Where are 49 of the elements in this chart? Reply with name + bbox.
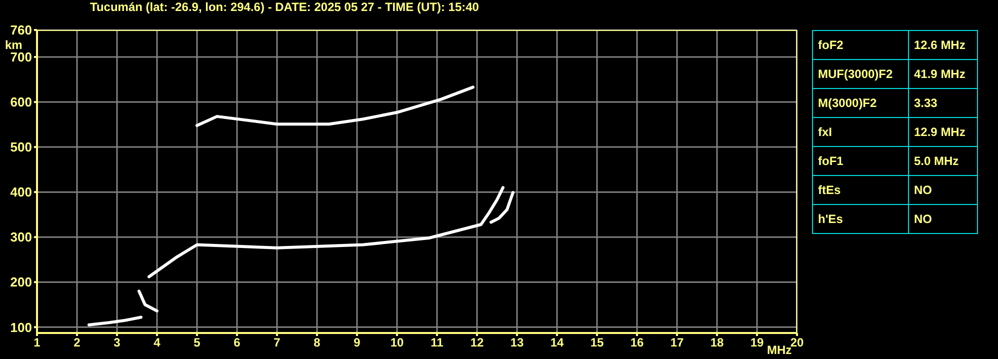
- x-tick-label: 5: [194, 336, 201, 350]
- text: M(3000)F2: [812, 88, 908, 118]
- y-tick-label: 100: [10, 320, 32, 335]
- text: 5.0 MHz: [908, 146, 978, 176]
- x-tick-label: 13: [510, 336, 524, 350]
- text: 3.33: [908, 88, 978, 118]
- text: 12.6 MHz: [908, 30, 978, 60]
- chart-title: Tucumán (lat: -26.9, lon: 294.6) - DATE: 2025 05 27 - TIME (UT): 15:40: [90, 0, 479, 14]
- text: foF2: [812, 30, 908, 60]
- text: ftEs: [812, 176, 908, 204]
- x-tick-label: 12: [470, 336, 484, 350]
- x-tick-label: 4: [154, 336, 161, 350]
- y-axis-title: km: [5, 38, 22, 52]
- text: MUF(3000)F2: [812, 60, 908, 88]
- y-tick-label: 760: [10, 22, 32, 38]
- y-tick-label: 600: [10, 94, 32, 110]
- text: NO: [908, 176, 978, 204]
- x-tick-label: 6: [234, 336, 241, 350]
- x-tick-label: 11: [430, 336, 444, 350]
- text: 12.9 MHz: [908, 118, 978, 146]
- x-tick-label: 16: [630, 336, 644, 350]
- x-tick-label: 10: [390, 336, 404, 350]
- x-tick-label: 8: [314, 336, 321, 350]
- x-tick-label: 9: [354, 336, 361, 350]
- y-tick-label: 300: [10, 230, 32, 245]
- x-tick-label: 17: [670, 336, 684, 350]
- x-tick-label: 18: [710, 336, 724, 350]
- x-tick-label: 15: [590, 336, 604, 350]
- y-tick-label: 700: [10, 50, 32, 65]
- line-series: [88, 316, 142, 326]
- x-tick-label: 14: [550, 336, 564, 350]
- text: foF1: [812, 146, 908, 176]
- y-tick-label: 500: [10, 140, 32, 155]
- text: h'Es: [812, 204, 908, 234]
- line-series: [490, 191, 514, 224]
- x-axis-title: MHz: [767, 343, 792, 357]
- line-series: [196, 86, 474, 127]
- y-tick-label: 200: [10, 274, 32, 290]
- x-tick-label: 7: [274, 336, 281, 350]
- x-tick-label: 1: [34, 336, 41, 350]
- y-tick-label: 400: [10, 184, 32, 200]
- x-tick-label: 3: [114, 336, 121, 350]
- line-series: [148, 186, 504, 278]
- x-tick-label: 2: [74, 336, 81, 350]
- text: NO: [908, 204, 978, 234]
- text: 41.9 MHz: [908, 60, 978, 88]
- text: fxI: [812, 118, 908, 146]
- x-tick-label: 20: [790, 336, 804, 350]
- x-tick-label: 19: [750, 336, 764, 350]
